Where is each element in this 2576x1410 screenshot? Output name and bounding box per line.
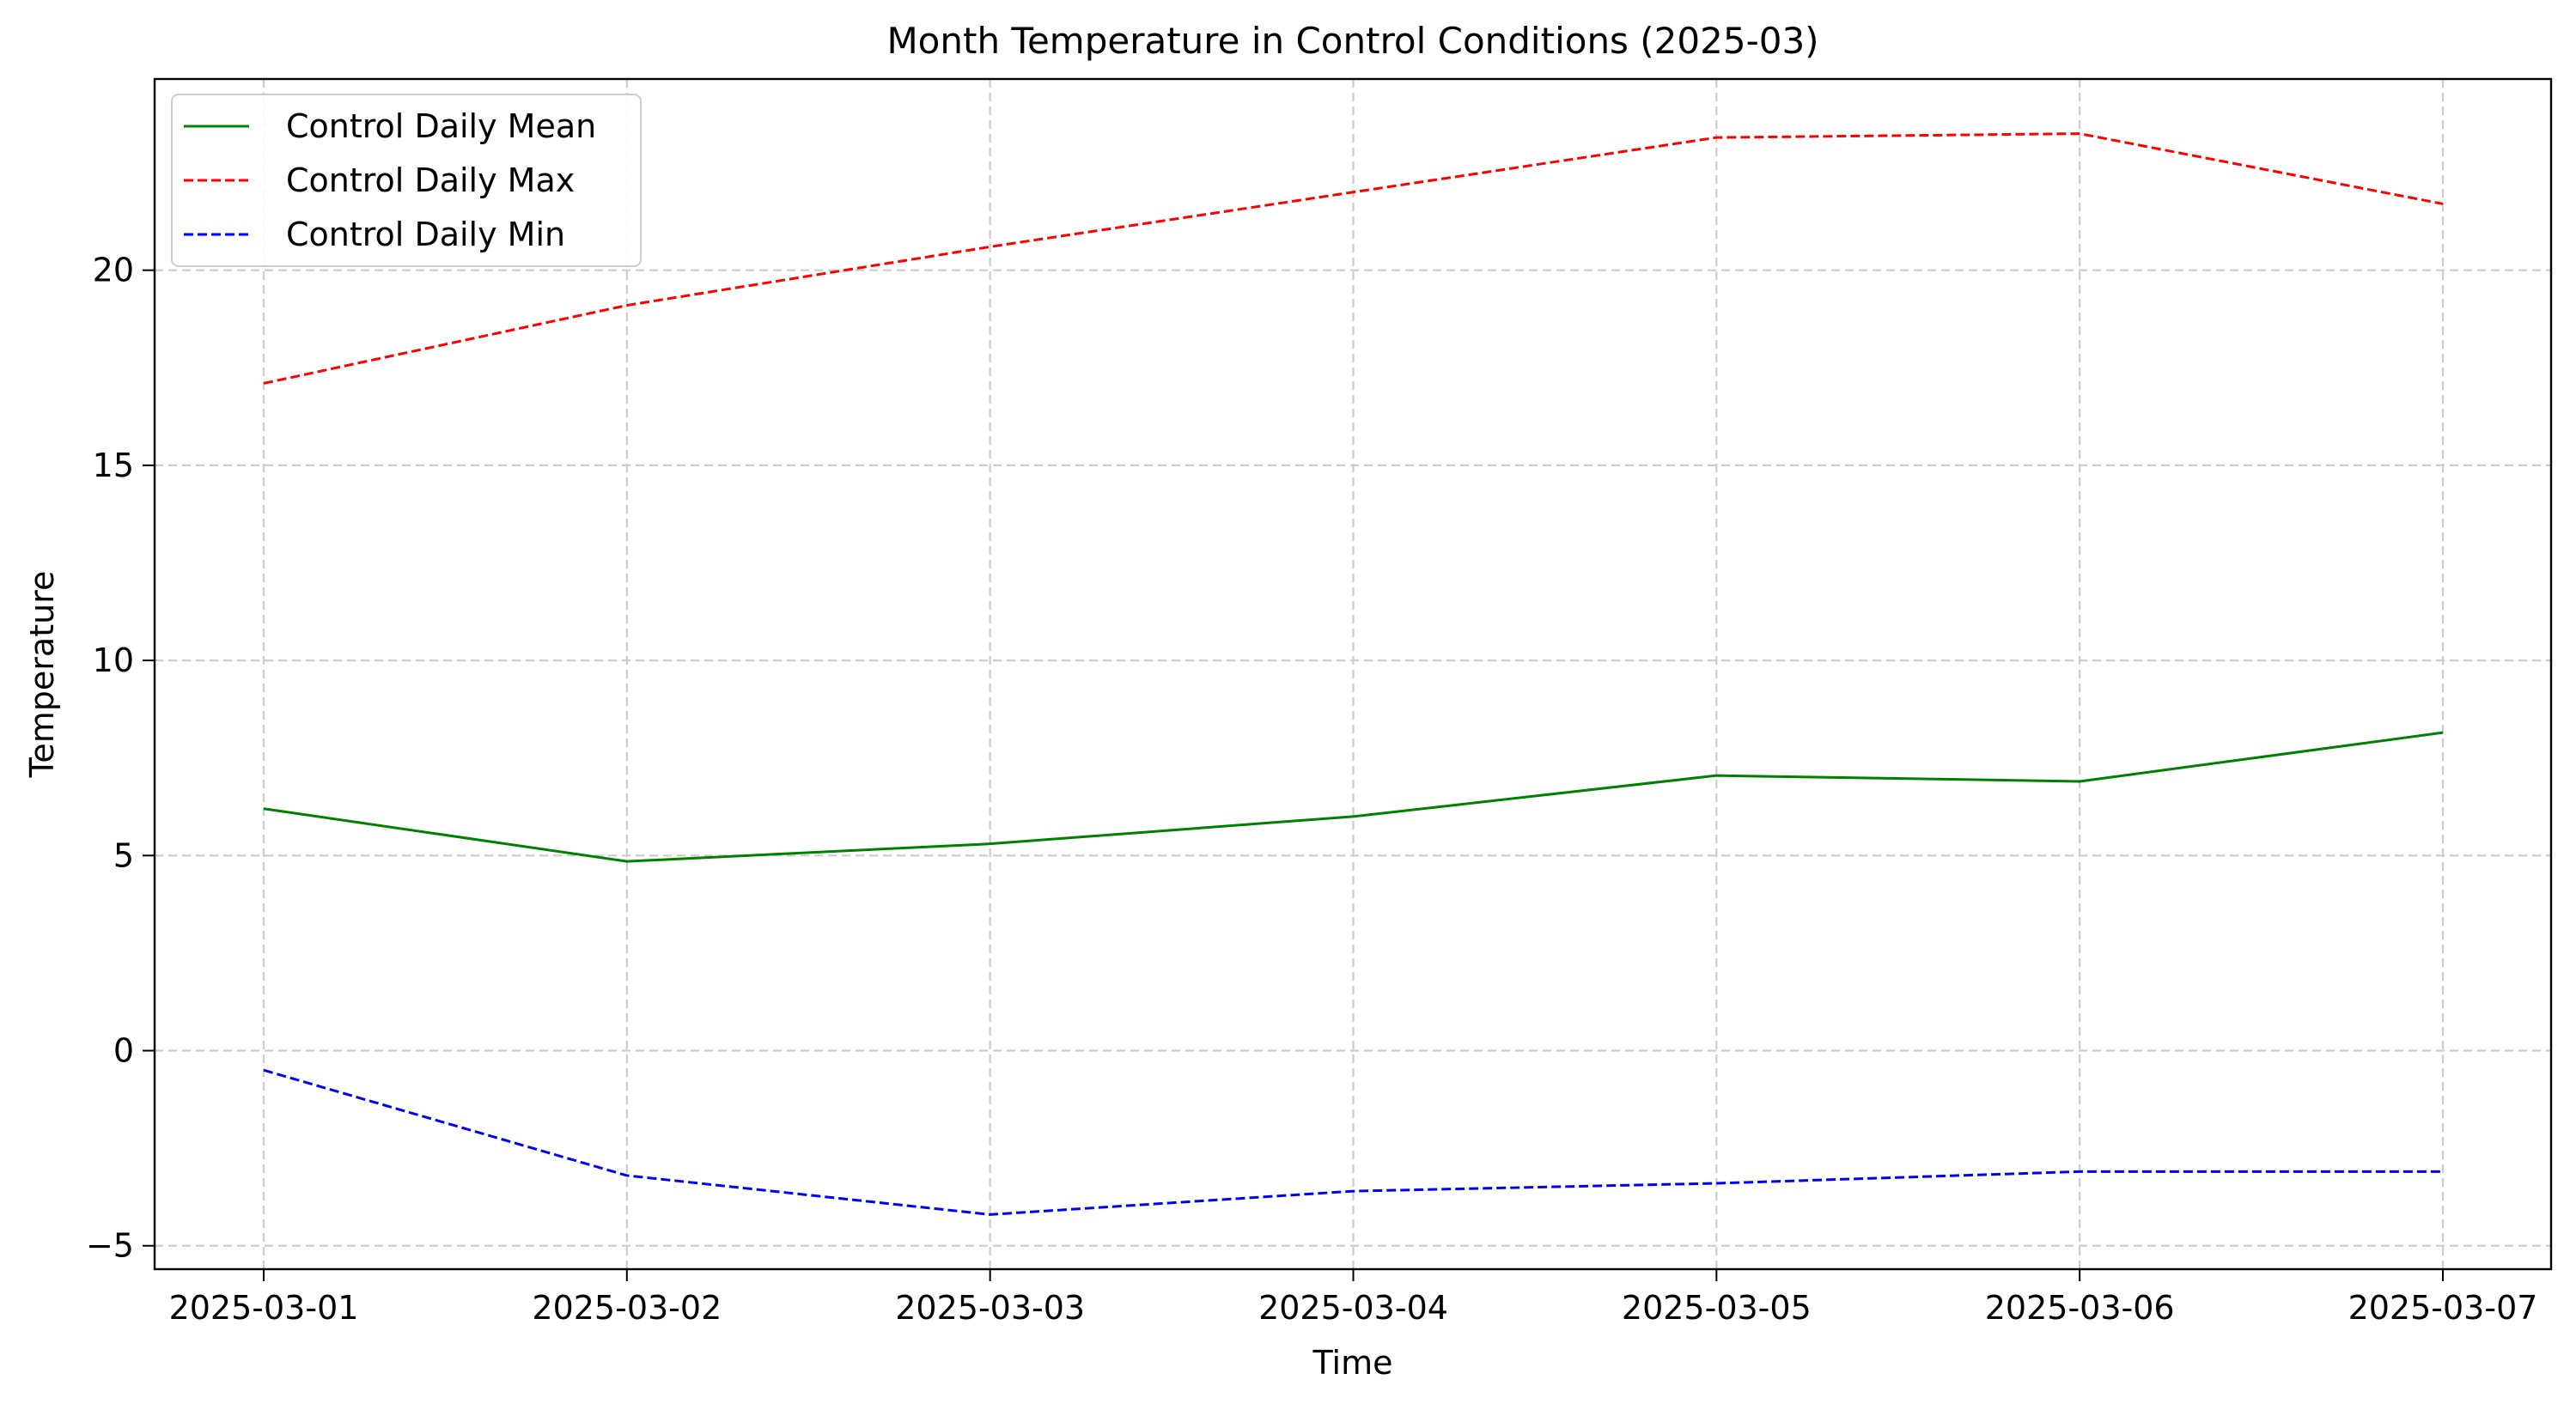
y-tick-label: 0 — [113, 1032, 134, 1070]
x-tick-label: 2025-03-01 — [169, 1289, 359, 1327]
y-tick-label: −5 — [86, 1227, 134, 1265]
x-tick-label: 2025-03-04 — [1258, 1289, 1448, 1327]
legend-label-control-daily-min: Control Daily Min — [286, 216, 565, 253]
y-tick-label: 20 — [93, 252, 134, 289]
x-axis-label: Time — [1312, 1344, 1393, 1382]
y-axis-label: Temperature — [23, 571, 61, 779]
series-group — [263, 132, 2444, 1216]
axis-ticks: 2025-03-01 2025-03-02 2025-03-03 2025-03-04… — [86, 252, 2537, 1327]
series-line-control-daily-mean — [263, 731, 2444, 863]
x-tick-label: 2025-03-02 — [532, 1289, 722, 1327]
y-tick-label: 5 — [113, 836, 134, 874]
grid — [155, 79, 2551, 1269]
legend-box — [171, 94, 642, 267]
chart-title: Month Temperature in Control Conditions … — [886, 20, 1818, 62]
legend: Control Daily Mean Control Daily Max Contr… — [171, 94, 642, 267]
legend-label-control-daily-mean: Control Daily Mean — [286, 107, 596, 145]
x-tick-label: 2025-03-03 — [895, 1289, 1085, 1327]
series-line-control-daily-min — [263, 1068, 2443, 1216]
x-tick-label: 2025-03-06 — [1985, 1289, 2175, 1327]
series-line-control-daily-max — [263, 132, 2444, 385]
x-tick-label: 2025-03-05 — [1622, 1289, 1812, 1327]
y-tick-label: 10 — [93, 641, 134, 679]
legend-label-control-daily-max: Control Daily Max — [286, 161, 575, 199]
y-tick-label: 15 — [93, 447, 134, 484]
x-tick-label: 2025-03-07 — [2348, 1289, 2538, 1327]
